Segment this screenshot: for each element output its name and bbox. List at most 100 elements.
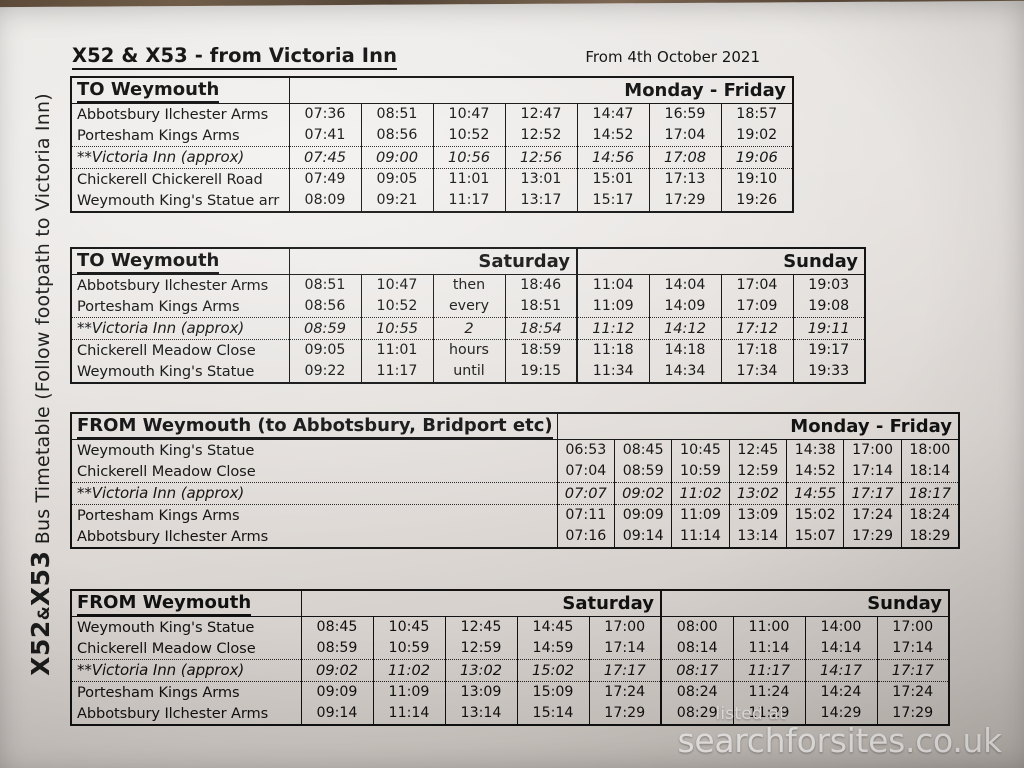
stop-name: Weymouth King's Statue bbox=[71, 616, 302, 638]
departure-time-cell: 10:47 bbox=[360, 274, 434, 296]
direction-heading: TO Weymouth bbox=[70, 77, 290, 104]
stop-name: Weymouth King's Statue arr bbox=[71, 190, 290, 212]
departure-time-cell: 18:59 bbox=[504, 339, 578, 361]
departure-time-cell: 19:08 bbox=[792, 296, 866, 318]
departure-time-cell: 08:59 bbox=[300, 638, 374, 660]
departure-time-cell: 11:12 bbox=[576, 317, 650, 340]
watermark-site: searchforsites.co.uk bbox=[677, 721, 1002, 760]
departure-time-cell: 19:02 bbox=[720, 125, 794, 147]
departure-time-cell: 10:45 bbox=[671, 439, 730, 461]
departure-time-cell: 09:09 bbox=[613, 504, 673, 526]
departure-time-cell: 17:17 bbox=[588, 659, 662, 682]
stop-name: Portesham Kings Arms bbox=[71, 296, 290, 318]
departure-time-cell: 17:29 bbox=[588, 703, 662, 725]
departure-time-cell: 19:15 bbox=[504, 361, 578, 383]
departure-time-cell: 11:09 bbox=[372, 681, 446, 703]
valid-from-note: From 4th October 2021 bbox=[585, 48, 760, 66]
departure-time-cell: 07:45 bbox=[288, 146, 362, 169]
departure-time-cell: 12:45 bbox=[444, 616, 518, 638]
departure-time-cell: 14:38 bbox=[786, 439, 845, 461]
table-row: Chickerell Meadow Close 08:59 10:59 12:59 14… bbox=[71, 638, 950, 660]
departure-time-cell: 19:10 bbox=[720, 168, 794, 190]
direction-heading: FROM Weymouth bbox=[70, 590, 302, 617]
departure-time-cell: 14:55 bbox=[786, 482, 845, 505]
departure-time-cell: 13:02 bbox=[728, 482, 788, 505]
departure-time-cell: 12:59 bbox=[444, 638, 518, 660]
departure-time-cell: 17:24 bbox=[843, 504, 902, 526]
day-band-label: Monday - Friday bbox=[556, 413, 960, 440]
departure-time-cell: 11:17 bbox=[732, 659, 806, 682]
departure-time-cell: 11:29 bbox=[732, 703, 806, 725]
departure-time-cell: 11:34 bbox=[576, 361, 650, 383]
departure-time-cell: 16:59 bbox=[648, 103, 722, 125]
departure-time-cell: 15:02 bbox=[516, 659, 590, 682]
departure-time-cell: 17:04 bbox=[648, 125, 722, 147]
departure-time-cell: 19:11 bbox=[792, 317, 866, 340]
departure-time-cell: 10:47 bbox=[432, 103, 506, 125]
departure-time-cell: 10:56 bbox=[432, 146, 506, 169]
departure-time-cell: 06:53 bbox=[556, 439, 615, 461]
table-row: Weymouth King's Statue 08:45 10:45 12:45 14:… bbox=[71, 616, 950, 638]
departure-time-cell: 08:29 bbox=[660, 703, 734, 725]
departure-time-cell: 17:17 bbox=[876, 659, 950, 682]
departure-time-cell: 11:17 bbox=[360, 361, 434, 383]
departure-time-cell: 17:04 bbox=[720, 274, 794, 296]
day-band-label: Monday - Friday bbox=[288, 77, 794, 104]
victoria-inn-row: **Victoria Inn (approx) 07:07 09:02 11:02 13… bbox=[71, 482, 960, 505]
stop-name: Chickerell Meadow Close bbox=[71, 339, 290, 361]
stop-name: **Victoria Inn (approx) bbox=[71, 659, 302, 682]
departure-time-cell: 10:59 bbox=[671, 461, 730, 483]
departure-time-cell: 13:09 bbox=[444, 681, 518, 703]
departure-time-cell: 07:36 bbox=[288, 103, 362, 125]
departure-time-cell: 10:52 bbox=[360, 296, 434, 318]
departure-time-cell: 11:02 bbox=[671, 482, 730, 505]
departure-time-cell: 08:56 bbox=[288, 296, 362, 318]
departure-time-cell: 14:59 bbox=[516, 638, 590, 660]
stop-name: Chickerell Meadow Close bbox=[71, 461, 558, 483]
departure-time-cell: 11:17 bbox=[432, 190, 506, 212]
departure-time-cell: 14:45 bbox=[516, 616, 590, 638]
departure-time-cell: 14:12 bbox=[648, 317, 722, 340]
departure-time-cell: 11:00 bbox=[732, 616, 806, 638]
departure-time-cell: 14:34 bbox=[648, 361, 722, 383]
departure-time-cell: 07:04 bbox=[556, 461, 615, 483]
departure-time-cell: 14:09 bbox=[648, 296, 722, 318]
direction-heading-text: TO Weymouth bbox=[77, 78, 220, 103]
table-row: Portesham Kings Arms 09:09 11:09 13:09 15:09… bbox=[71, 681, 950, 703]
departure-time-cell: 07:49 bbox=[288, 168, 362, 190]
departure-time-cell: 18:51 bbox=[504, 296, 578, 318]
timetable-to-weymouth-mf: TO Weymouth Monday - Friday Abbotsbury Ilc… bbox=[70, 76, 960, 213]
departure-time-cell: 2 bbox=[432, 317, 506, 340]
direction-heading: FROM Weymouth (to Abbotsbury, Bridport e… bbox=[70, 413, 558, 440]
stop-name: Abbotsbury Ilchester Arms bbox=[71, 526, 558, 548]
table-row: Abbotsbury Ilchester Arms 09:14 11:14 13:14… bbox=[71, 703, 950, 725]
table-row: Abbotsbury Ilchester Arms 07:36 08:51 10:47… bbox=[71, 103, 794, 125]
timetable-from-weymouth-mf: FROM Weymouth (to Abbotsbury, Bridport e… bbox=[70, 412, 960, 549]
table-row: Abbotsbury Ilchester Arms 07:16 09:14 11:14… bbox=[71, 526, 960, 548]
departure-time-cell: 08:17 bbox=[660, 659, 734, 682]
victoria-inn-row: **Victoria Inn (approx) 09:02 11:02 13:02 15… bbox=[71, 659, 950, 682]
departure-time-cell: every bbox=[432, 296, 506, 318]
departure-time-cell: 11:01 bbox=[432, 168, 506, 190]
departure-time-cell: 12:45 bbox=[728, 439, 788, 461]
departure-time-cell: 12:59 bbox=[728, 461, 788, 483]
departure-time-cell: 17:24 bbox=[876, 681, 950, 703]
spine-ampersand: & bbox=[33, 605, 53, 620]
departure-time-cell: 08:14 bbox=[660, 638, 734, 660]
direction-heading-text: FROM Weymouth (to Abbotsbury, Bridport e… bbox=[77, 414, 553, 439]
departure-time-cell: 09:14 bbox=[613, 526, 673, 548]
timetable-to-weymouth-satsun: TO Weymouth Saturday Sunday Abbotsbury Ilch… bbox=[70, 247, 960, 384]
departure-time-cell: 08:59 bbox=[288, 317, 362, 340]
spine-rest: Bus Timetable (Follow footpath to Victor… bbox=[31, 92, 54, 551]
departure-time-cell: 08:09 bbox=[288, 190, 362, 212]
table-row: Abbotsbury Ilchester Arms 08:51 10:47 then 1… bbox=[71, 274, 866, 296]
table-row: Portesham Kings Arms 07:41 08:56 10:52 12:52… bbox=[71, 125, 794, 147]
victoria-inn-row: **Victoria Inn (approx) 08:59 10:55 2 18:54 1… bbox=[71, 317, 866, 340]
victoria-inn-row: **Victoria Inn (approx) 07:45 09:00 10:56 12… bbox=[71, 146, 794, 169]
table-row: Chickerell Chickerell Road 07:49 09:05 11:0… bbox=[71, 168, 794, 190]
departure-time-cell: 10:52 bbox=[432, 125, 506, 147]
departure-time-cell: 17:12 bbox=[720, 317, 794, 340]
departure-time-cell: 13:14 bbox=[728, 526, 788, 548]
departure-time-cell: 08:45 bbox=[300, 616, 374, 638]
day-band-label: Sunday bbox=[576, 248, 866, 275]
